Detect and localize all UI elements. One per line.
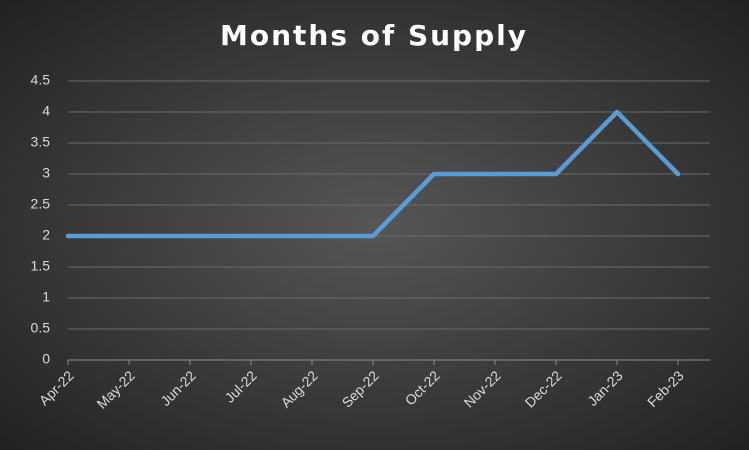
y-tick-label: 0: [42, 351, 50, 367]
line: [65, 109, 681, 239]
chart-title: Months of Supply: [220, 19, 528, 52]
y-tick-label: 2.5: [31, 196, 51, 212]
y-tick-label: 0.5: [31, 320, 51, 336]
y-tick-label: 2: [42, 227, 50, 243]
y-tick-label: 4.5: [31, 72, 51, 88]
y-tick-label: 4: [42, 103, 50, 119]
y-tick-label: 1: [42, 289, 50, 305]
y-tick-label: 3: [42, 165, 50, 181]
y-tick-label: 1.5: [31, 258, 51, 274]
y-tick-label: 3.5: [31, 134, 51, 150]
